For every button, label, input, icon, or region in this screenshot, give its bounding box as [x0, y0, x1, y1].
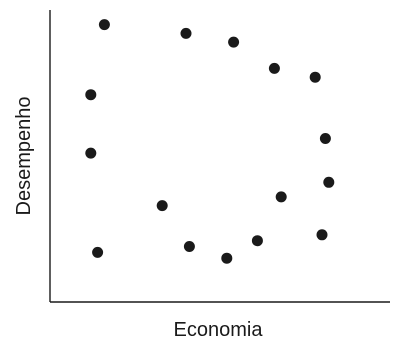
- y-axis-label: Desempenho: [13, 97, 35, 216]
- data-point: [309, 71, 321, 83]
- data-point: [183, 241, 195, 252]
- data-point: [228, 36, 240, 48]
- data-points: [85, 19, 335, 264]
- data-point: [156, 200, 168, 212]
- data-point: [85, 147, 97, 159]
- data-point: [251, 235, 263, 247]
- data-point: [319, 133, 331, 144]
- data-point: [275, 191, 287, 203]
- data-point: [98, 19, 110, 31]
- data-point: [323, 176, 335, 188]
- data-point: [316, 229, 328, 241]
- data-point: [85, 89, 97, 101]
- data-point: [180, 27, 192, 39]
- x-axis-label: Economia: [174, 319, 264, 340]
- data-point: [268, 62, 280, 74]
- data-point: [92, 246, 104, 258]
- data-point: [221, 252, 233, 264]
